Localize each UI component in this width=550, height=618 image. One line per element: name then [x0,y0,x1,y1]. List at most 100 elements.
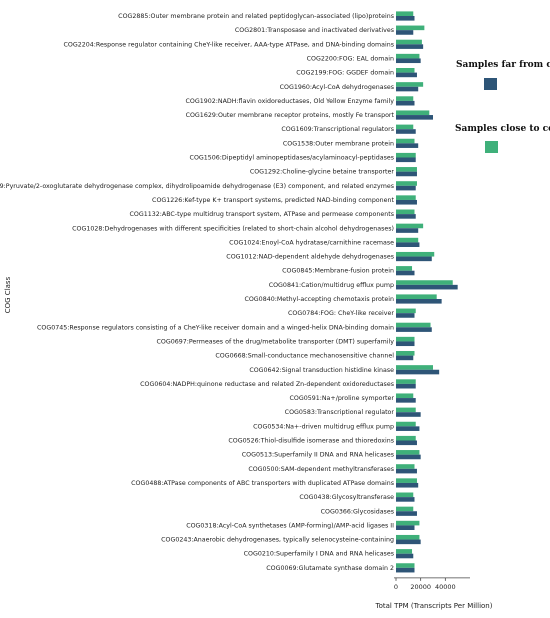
bar-close-to-corals [396,464,415,469]
category-label: COG0243:Anaerobic dehydrogenases, typica… [161,537,394,544]
category-label: COG0438:Glycosyltransferase [299,494,394,501]
bar-far-from-corals [396,412,421,417]
bar-close-to-corals [396,25,425,31]
bar-close-to-corals [396,124,414,130]
bar-far-from-corals [396,284,458,290]
category-label: COG0841:Cation/multidrug efflux pump [269,282,394,289]
bar-far-from-corals [396,228,419,233]
category-label: COG1024:Enoyl-CoA hydratase/carnithine r… [229,239,394,246]
category-label: COG1506:Dipeptidyl aminopeptidases/acyla… [190,155,394,162]
bar-far-from-corals [396,327,432,332]
bar-far-from-corals [396,426,420,431]
bar-close-to-corals [396,534,420,540]
bar-far-from-corals [396,468,417,474]
category-label: COG1960:Acyl-CoA dehydrogenases [280,84,394,91]
category-label: COG0318:Acyl-CoA synthetases (AMP-formin… [186,522,394,529]
bar-close-to-corals [396,39,422,45]
bar-close-to-corals [396,280,453,285]
category-label: COG1538:Outer membrane protein [283,140,394,147]
category-label: COG1902:NADH:flavin oxidoreductases, Old… [186,98,395,105]
bar-close-to-corals [396,167,417,172]
category-label: COG0583:Transcriptional regulator [285,409,395,416]
bar-close-to-corals [396,435,416,441]
bar-far-from-corals [396,440,417,446]
bar-close-to-corals [396,379,416,384]
bar-far-from-corals [396,525,415,530]
category-label: COG1292:Choline-glycine betaine transpor… [250,169,395,176]
category-label: COG1226:Kef-type K+ transport systems, p… [152,197,394,204]
bar-close-to-corals [396,478,417,483]
category-label: COG0668:Small-conductance mechanosensiti… [215,353,394,360]
bar-close-to-corals [396,223,424,229]
bar-far-from-corals [396,553,414,559]
bars-group [396,11,458,573]
bar-far-from-corals [396,497,415,502]
bar-close-to-corals [396,96,414,101]
category-label: COG1249:Pyruvate/2-oxoglutarate dehydrog… [0,183,394,190]
bar-close-to-corals [396,251,435,257]
bar-close-to-corals [396,138,415,144]
bar-far-from-corals [396,185,416,191]
x-tick-label: 0 [394,583,398,591]
category-label: COG0534:Na+-driven multidrug efflux pump [253,423,394,430]
bar-close-to-corals [396,421,416,427]
category-label: COG0500:SAM-dependent methyltransferases [248,466,394,473]
x-tick-label: 20000 [410,583,431,591]
bar-close-to-corals [396,68,415,73]
category-label: COG0745:Response regulators consisting o… [37,324,394,331]
x-axis-title: Total TPM (Transcripts Per Million) [375,602,493,610]
bar-close-to-corals [396,195,416,200]
category-label: COG0604:NADPH:quinone reductase and rela… [140,381,394,388]
bar-far-from-corals [396,72,417,78]
legend: Samples far from corals Samples close to… [455,60,550,153]
bar-far-from-corals [396,171,417,177]
legend-swatch-close [485,141,498,153]
legend-label-close: Samples close to corals [455,124,550,134]
bar-far-from-corals [396,256,432,262]
bar-far-from-corals [396,270,415,276]
bar-far-from-corals [396,214,416,219]
bar-close-to-corals [396,336,415,342]
bar-far-from-corals [396,355,414,361]
bar-close-to-corals [396,506,414,512]
category-label: COG1012:NAD-dependent aldehyde dehydroge… [226,254,394,261]
bar-close-to-corals [396,393,414,399]
bar-far-from-corals [396,143,419,148]
y-axis-title: COG Class [4,276,12,313]
bar-close-to-corals [396,294,437,299]
category-label: COG1132:ABC-type multidrug transport sys… [130,211,394,218]
bar-far-from-corals [396,313,415,318]
category-label: COG2200:FOG: EAL domain [307,55,394,62]
category-label: COG0526:Thiol-disulfide isomerase and th… [228,438,394,445]
category-label: COG1028:Dehydrogenases with different sp… [72,225,394,232]
bar-far-from-corals [396,157,416,163]
bar-far-from-corals [396,369,440,375]
bar-far-from-corals [396,115,433,120]
bar-close-to-corals [396,492,414,498]
category-label: COG2801:Transposase and inactivated deri… [235,27,394,34]
bar-close-to-corals [396,237,419,243]
bar-far-from-corals [396,511,417,516]
category-label: COG0845:Membrane-fusion protein [282,268,394,275]
bar-far-from-corals [396,482,419,488]
bar-close-to-corals [396,563,415,568]
bar-close-to-corals [396,308,416,314]
bar-close-to-corals [396,82,424,87]
x-ticks: 0 20000 40000 [394,577,456,591]
category-label: COG1609:Transcriptional regulators [281,126,394,133]
bar-far-from-corals [396,242,420,247]
bar-far-from-corals [396,454,421,460]
category-label: COG2199:FOG: GGDEF domain [296,70,394,77]
category-label: COG0697:Permeases of the drug/metabolite… [156,338,394,345]
bar-far-from-corals [396,383,416,389]
bar-close-to-corals [396,549,413,554]
category-label: COG0591:Na+/proline symporter [289,395,394,402]
bar-far-from-corals [396,100,415,106]
bar-far-from-corals [396,299,442,304]
bar-close-to-corals [396,209,415,215]
bar-close-to-corals [396,110,430,116]
bar-close-to-corals [396,520,420,526]
bar-far-from-corals [396,16,415,21]
bar-close-to-corals [396,266,413,271]
